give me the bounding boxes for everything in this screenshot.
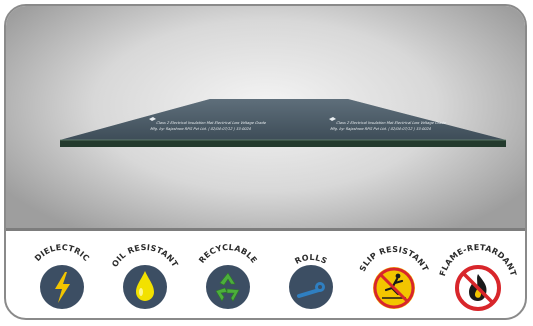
slip-warning-icon (373, 267, 415, 309)
mat-print-left: Class 2 Electrical Insulation Mat Electr… (150, 121, 268, 131)
mat-logo-left-icon (149, 117, 156, 121)
insulation-mat-image: Class 2 Electrical Insulation Mat Electr… (60, 99, 506, 147)
roll-icon (297, 282, 325, 298)
lightning-bolt-icon (55, 272, 70, 303)
feature-badge-rolls (289, 265, 333, 309)
feature-dielectric: DIELECTRIC (20, 232, 104, 318)
feature-flame-retardant: FLAME-RETARDANT (436, 232, 520, 318)
feature-recyclable: RECYCLABLE (186, 232, 270, 318)
mat-print-right: Class 2 Electrical Insulation Mat Electr… (330, 121, 448, 131)
mat-print-line-1: Class 2 Electrical Insulation Mat Electr… (156, 121, 268, 125)
feature-oil-resistant: OIL RESISTANT (103, 232, 187, 318)
mat-print-line-1b: Class 2 Electrical Insulation Mat Electr… (336, 121, 448, 125)
feature-icon-row: DIELECTRIC OIL RESISTANT RECYCLABLE (6, 232, 525, 318)
recycle-icon (215, 272, 240, 302)
mat-print-line-2b: Mfg. by: Rajashree RPG Pvt Ltd. | 02/04-… (330, 127, 433, 131)
feature-rolls: ROLLS (269, 232, 353, 318)
mat-print-line-2: Mfg. by: Rajashree RPG Pvt Ltd. | 02/04-… (150, 127, 253, 131)
no-fire-icon (462, 272, 494, 304)
product-card: Class 2 Electrical Insulation Mat Electr… (4, 4, 527, 320)
product-photo-panel: Class 2 Electrical Insulation Mat Electr… (6, 6, 525, 228)
feature-label-rolls: ROLLS (293, 253, 328, 266)
feature-slip-resistant: SLIP RESISTANT (352, 232, 436, 318)
feature-label-dielectric: DIELECTRIC (33, 243, 91, 263)
feature-badge-recyclable (206, 265, 250, 309)
mat-logo-right-icon (329, 117, 336, 121)
mat-edge (60, 140, 506, 147)
feature-label-recyclable: RECYCLABLE (197, 243, 259, 265)
panel-divider (6, 228, 525, 231)
